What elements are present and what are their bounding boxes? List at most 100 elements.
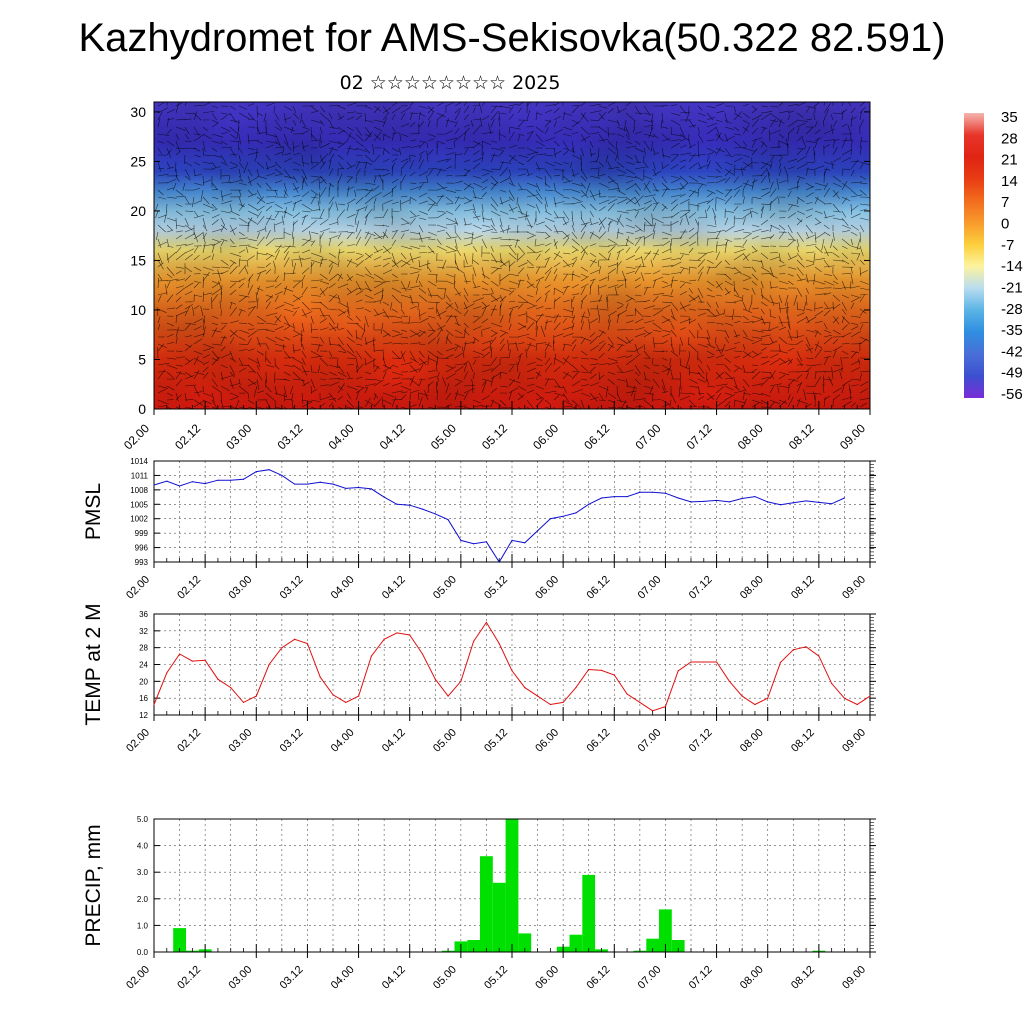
wind-barb xyxy=(553,322,561,331)
y-tick-label: 32 xyxy=(139,627,148,636)
wind-barb xyxy=(571,293,580,296)
wind-barb xyxy=(373,364,381,369)
wind-barb xyxy=(175,378,183,387)
wind-barb xyxy=(337,129,345,135)
wind-barb xyxy=(760,175,767,184)
wind-barb xyxy=(625,236,630,247)
wind-barb xyxy=(688,119,695,128)
temp-2m-data-point xyxy=(767,697,769,699)
wind-barb xyxy=(193,168,196,176)
wind-barb xyxy=(580,337,586,345)
wind-barb xyxy=(742,273,751,278)
wind-barb xyxy=(697,312,707,317)
wind-barb xyxy=(778,301,781,313)
wind-barb xyxy=(192,196,195,208)
wind-barb xyxy=(445,354,454,359)
wind-barb xyxy=(373,185,380,191)
wind-barb xyxy=(697,322,703,330)
wind-barb xyxy=(733,105,737,113)
wind-barb xyxy=(445,147,453,150)
wind-barb xyxy=(526,283,535,289)
wind-barb xyxy=(588,319,591,331)
wind-barb xyxy=(535,343,538,352)
wind-barb xyxy=(481,287,488,291)
wind-barb xyxy=(436,381,438,394)
pmsl-data-point xyxy=(396,503,398,505)
wind-barb xyxy=(859,217,869,221)
wind-barb xyxy=(508,175,514,185)
wind-barb xyxy=(571,370,579,373)
wind-barb xyxy=(498,129,501,142)
wind-barb xyxy=(229,289,237,296)
wind-barb xyxy=(490,203,498,211)
wind-barb xyxy=(211,293,219,303)
wind-barb xyxy=(526,194,539,198)
wind-barb xyxy=(157,161,162,172)
wind-barb xyxy=(499,357,509,359)
wind-barb xyxy=(697,183,704,191)
wind-barb xyxy=(553,395,560,401)
wind-barb xyxy=(778,231,785,240)
wind-barb xyxy=(607,166,620,170)
wind-barb xyxy=(787,190,792,198)
wind-barb xyxy=(643,124,654,128)
precip-bar xyxy=(480,856,493,952)
wind-barb xyxy=(634,195,644,205)
wind-barb xyxy=(291,259,294,268)
wind-barb xyxy=(553,357,564,364)
wind-barb xyxy=(823,309,831,317)
wind-barb xyxy=(778,321,791,324)
wind-barb xyxy=(301,343,305,351)
wind-barb xyxy=(463,159,470,163)
wind-barb xyxy=(373,235,386,240)
wind-barb xyxy=(724,238,733,243)
wind-barb xyxy=(202,110,215,114)
wind-barb xyxy=(373,248,383,254)
x-tick-label: 08.00 xyxy=(738,727,766,755)
wind-barb xyxy=(607,378,615,385)
temp-2m-data-point xyxy=(319,676,321,678)
wind-barb xyxy=(499,228,511,233)
x-tick-label: 09.00 xyxy=(840,574,868,602)
wind-barb xyxy=(301,161,310,165)
wind-barb xyxy=(454,238,458,249)
wind-barb xyxy=(220,182,232,184)
wind-barb xyxy=(823,144,830,149)
wind-barb xyxy=(670,187,683,191)
wind-barb xyxy=(850,194,863,198)
wind-barb xyxy=(553,287,564,294)
wind-barb xyxy=(706,385,715,388)
wind-barb xyxy=(373,392,379,399)
temp-2m-data-point xyxy=(166,672,168,674)
wind-barb xyxy=(175,326,180,338)
wind-barb xyxy=(490,154,500,157)
pmsl-data-point xyxy=(715,499,718,502)
wind-barb xyxy=(301,178,305,191)
wind-barb xyxy=(643,105,651,116)
wind-barb xyxy=(274,399,276,410)
wind-barb xyxy=(273,223,276,233)
y-tick-label: 12 xyxy=(139,711,148,720)
wind-barb xyxy=(373,231,383,240)
wind-barb xyxy=(211,327,218,338)
wind-barb xyxy=(661,284,673,289)
wind-barb xyxy=(742,126,749,132)
wind-barb xyxy=(355,357,359,368)
wind-barb xyxy=(742,253,751,261)
wind-barb xyxy=(229,166,238,170)
wind-barb xyxy=(544,362,552,373)
wind-barb xyxy=(742,277,752,282)
wind-barb xyxy=(310,110,319,114)
wind-barb xyxy=(463,303,475,310)
wind-barb xyxy=(607,336,614,345)
wind-barb xyxy=(247,217,253,226)
wind-barb xyxy=(589,278,596,282)
wind-barb xyxy=(715,329,726,332)
wind-barb xyxy=(382,133,385,142)
wind-barb xyxy=(328,336,331,346)
wind-barb xyxy=(526,168,530,176)
wind-barb xyxy=(400,391,408,394)
wind-barb xyxy=(229,320,239,324)
wind-barb xyxy=(211,105,219,109)
wind-barb xyxy=(319,192,321,205)
